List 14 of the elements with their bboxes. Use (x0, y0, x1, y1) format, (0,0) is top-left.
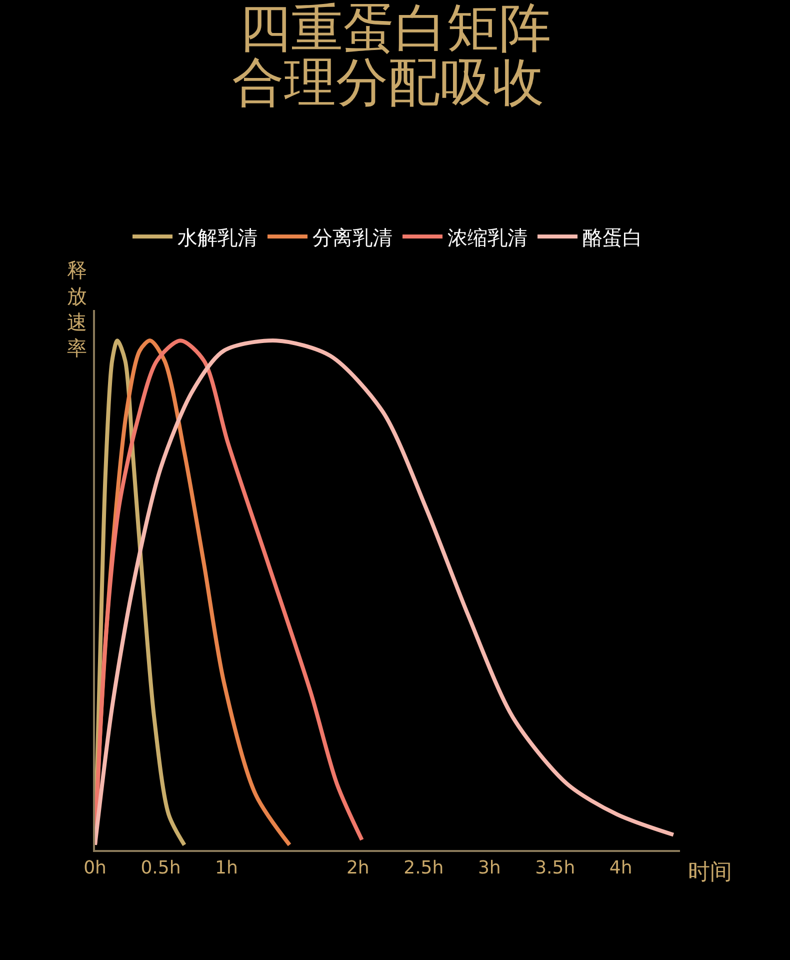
legend-label: 分离乳清 (312, 225, 392, 250)
x-tick-label: 3h (478, 858, 501, 879)
legend-label: 水解乳清 (178, 225, 258, 250)
x-axis-title: 时间 (688, 860, 732, 885)
x-tick-label: 0.5h (140, 858, 181, 879)
legend-label: 酪蛋白 (582, 225, 642, 250)
x-tick-label: 1h (215, 858, 238, 879)
legend-label: 浓缩乳清 (448, 225, 528, 250)
x-tick-label: 3.5h (535, 858, 576, 879)
y-axis-title: 释放速率 (67, 258, 87, 360)
x-tick-label: 2h (346, 858, 370, 879)
x-tick-label: 4h (609, 858, 632, 879)
x-tick-label: 2.5h (404, 858, 444, 879)
x-tick-label: 0h (84, 858, 106, 879)
